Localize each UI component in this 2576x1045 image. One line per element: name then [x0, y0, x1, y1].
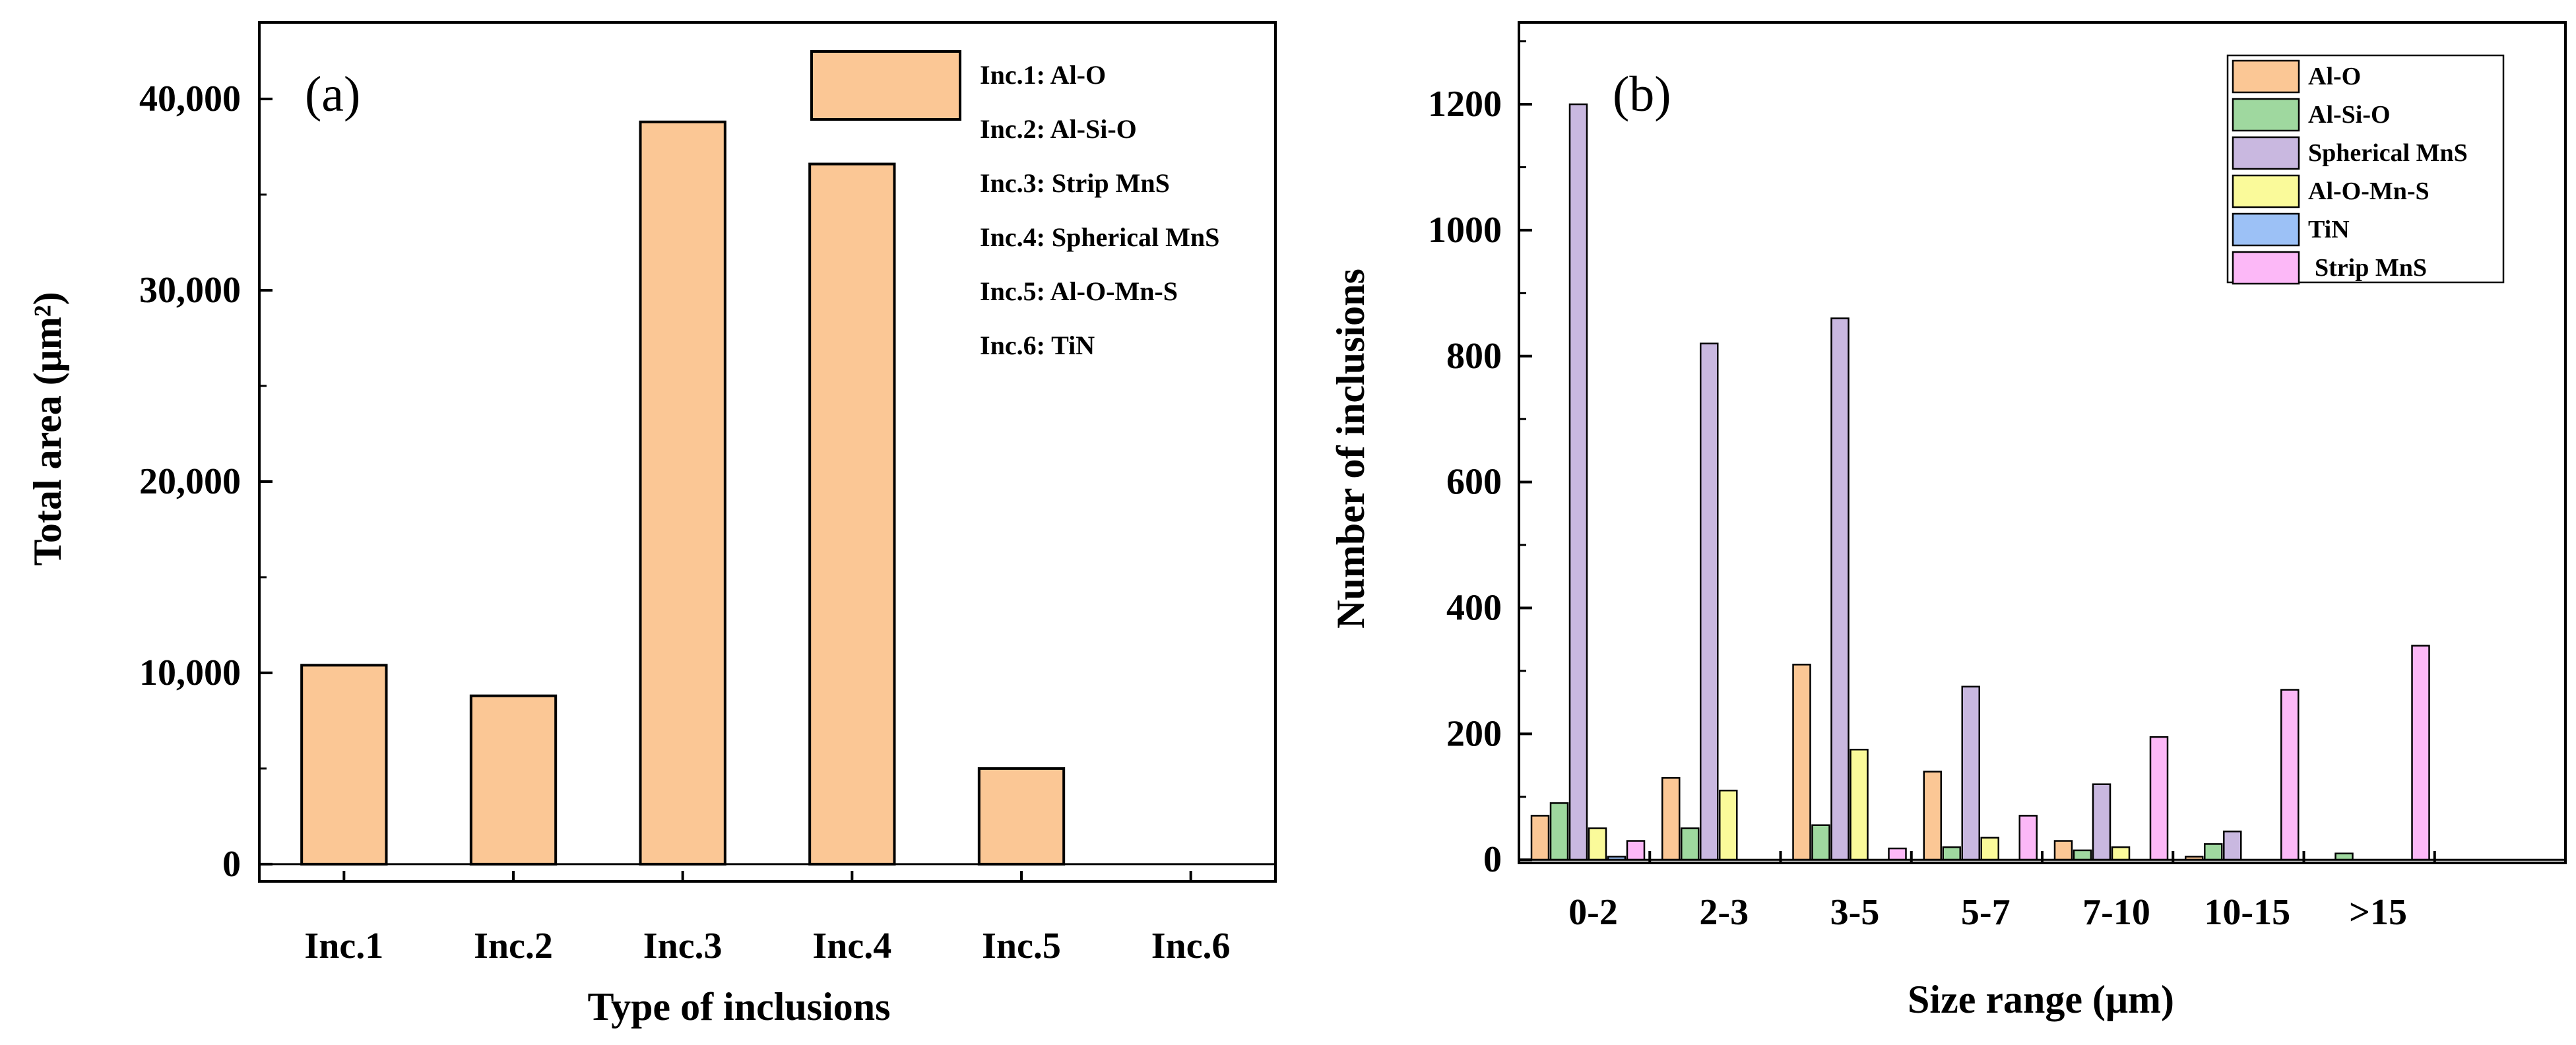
legend-entry: Al-O-Mn-S — [2308, 177, 2430, 205]
x-tick-label: 10-15 — [2204, 892, 2290, 933]
panel-b-y-axis-title: Number of inclusions — [1329, 269, 1372, 629]
legend-entry: Inc.6: TiN — [980, 331, 1095, 360]
bar-al-o-mn-s — [2111, 846, 2131, 861]
x-tick-label: 0-2 — [1568, 892, 1618, 933]
panel-b-x-axis-title: Size range (μm) — [1908, 978, 2174, 1021]
legend-entry: Inc.2: Al-Si-O — [980, 114, 1137, 144]
bar-strip-mns — [1626, 840, 1646, 861]
bar-al-o-mn-s — [1588, 827, 1607, 861]
y-tick-label: 0 — [222, 844, 241, 885]
panel-a-label: (a) — [305, 67, 360, 122]
panel-b-x-tick-labels: 0-2 2-3 3-5 5-7 7-10 10-15 >15 — [1568, 892, 2407, 933]
panel-a-y-axis-title: Total area (μm²) — [26, 292, 69, 565]
bar-spherical-mns — [1961, 685, 1980, 861]
panel-a-y-tick-labels: 0 10,000 20,000 30,000 40,000 — [139, 79, 241, 885]
bar-spherical-mns — [2092, 783, 2111, 861]
panel-b: 0 200 400 600 800 1000 1200 0-2 2-3 3-5 5-7 7-10 10… — [1329, 21, 2567, 1021]
panel-a-x-axis-title: Type of inclusions — [588, 985, 891, 1029]
bar-al-o-mn-s — [1850, 748, 1869, 861]
y-tick-label: 400 — [1446, 588, 1502, 629]
bar — [639, 120, 726, 866]
bar-al-si-o — [1942, 846, 1961, 861]
legend-swatch — [2232, 212, 2300, 247]
panel-b-legend: Al-O Al-Si-O Spherical MnS Al-O-Mn-S TiN Stri… — [2226, 54, 2505, 285]
bar-al-o — [1792, 664, 1811, 861]
bar — [300, 664, 388, 866]
bar-strip-mns — [2018, 815, 2038, 861]
bar-al-o-mn-s — [1719, 790, 1738, 861]
y-tick-label: 10,000 — [139, 652, 241, 693]
panel-a-legend: Inc.1: Al-O Inc.2: Al-Si-O Inc.3: Strip … — [810, 50, 1219, 360]
legend-swatch — [2232, 98, 2300, 132]
bar-strip-mns — [1888, 847, 1907, 861]
panel-b-legend-frame — [2226, 54, 2505, 284]
bar — [469, 694, 558, 866]
panel-a-legend-swatch — [810, 50, 961, 121]
bar-al-o-mn-s — [1980, 837, 1999, 861]
bar-al-si-o — [2204, 843, 2223, 861]
legend-entry: TiN — [2308, 216, 2350, 243]
legend-entry: Inc.5: Al-O-Mn-S — [980, 276, 1178, 306]
panel-a-ticks — [259, 97, 1192, 881]
x-tick-label: Inc.4 — [812, 926, 891, 966]
bar-al-si-o — [2073, 849, 2092, 861]
bar-spherical-mns — [1830, 317, 1850, 861]
bar-al-si-o — [1549, 802, 1569, 861]
x-tick-label: 2-3 — [1699, 892, 1749, 933]
panel-a-bars — [259, 120, 1275, 866]
panel-b-ticks — [1519, 40, 2436, 863]
legend-entry: Inc.3: Strip MnS — [980, 168, 1170, 198]
x-tick-label: Inc.6 — [1151, 926, 1231, 966]
bar-spherical-mns — [1700, 342, 1719, 861]
legend-entry: Spherical MnS — [2308, 139, 2468, 167]
x-tick-label: 3-5 — [1830, 892, 1880, 933]
panel-b-y-tick-labels: 0 200 400 600 800 1000 1200 — [1428, 84, 1502, 880]
bar-spherical-mns — [1568, 103, 1588, 861]
x-tick-label: Inc.1 — [304, 926, 383, 966]
bar-al-o — [1530, 815, 1550, 861]
legend-entry: Al-O — [2308, 63, 2361, 90]
bar-al-si-o — [1811, 824, 1830, 861]
x-tick-label: Inc.3 — [643, 926, 723, 966]
x-tick-label: 5-7 — [1961, 892, 2011, 933]
y-tick-label: 800 — [1446, 336, 1502, 377]
y-tick-label: 20,000 — [139, 461, 241, 502]
y-tick-label: 40,000 — [139, 79, 241, 119]
legend-swatch — [2232, 59, 2300, 94]
y-tick-label: 30,000 — [139, 270, 241, 311]
panel-b-label: (b) — [1613, 67, 1671, 122]
x-tick-label: 7-10 — [2082, 892, 2150, 933]
x-tick-label: >15 — [2349, 892, 2407, 933]
bar-al-si-o — [1681, 827, 1700, 861]
x-tick-label: Inc.2 — [474, 926, 553, 966]
y-tick-label: 200 — [1446, 713, 1502, 754]
y-tick-label: 600 — [1446, 462, 1502, 503]
bar-al-o — [2053, 840, 2073, 861]
legend-swatch — [2232, 251, 2300, 285]
bar-spherical-mns — [2223, 831, 2242, 861]
bar — [977, 767, 1066, 866]
y-tick-label: 0 — [1483, 839, 1502, 880]
bar-strip-mns — [2280, 689, 2300, 861]
panel-a-plot-frame — [258, 21, 1277, 883]
y-tick-label: 1200 — [1428, 84, 1502, 125]
legend-entry: Strip MnS — [2315, 254, 2427, 282]
legend-entry: Inc.4: Spherical MnS — [980, 222, 1219, 252]
panel-b-bars — [1519, 103, 2565, 861]
legend-entry: Al-Si-O — [2308, 101, 2391, 129]
legend-swatch — [2232, 174, 2300, 208]
bar-strip-mns — [2149, 736, 2169, 861]
bar — [808, 162, 896, 866]
bar-al-o — [1661, 776, 1681, 861]
x-tick-label: Inc.5 — [982, 926, 1061, 966]
y-tick-label: 1000 — [1428, 210, 1502, 251]
panel-a-x-tick-labels: Inc.1 Inc.2 Inc.3 Inc.4 Inc.5 Inc.6 — [304, 926, 1230, 966]
bar-al-o — [1923, 771, 1942, 861]
bar-strip-mns — [2411, 645, 2430, 861]
legend-entry: Inc.1: Al-O — [980, 60, 1106, 90]
legend-swatch — [2232, 136, 2300, 170]
